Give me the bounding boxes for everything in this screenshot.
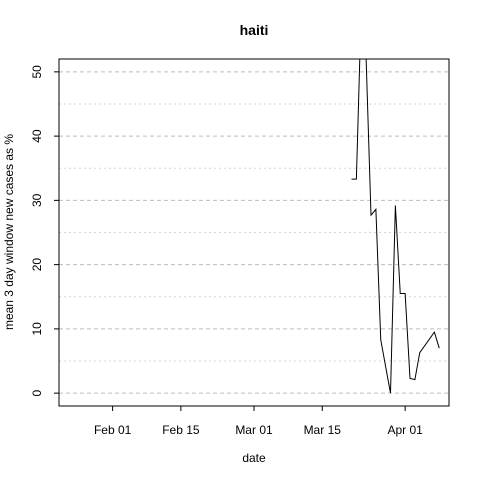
y-axis: 0 10 20 30 40 50 xyxy=(30,65,59,396)
x-tick-label: Mar 01 xyxy=(235,423,273,437)
y-axis-title: mean 3 day window new cases as % xyxy=(2,134,16,330)
series-group xyxy=(351,59,440,394)
y-tick-label: 10 xyxy=(30,322,44,336)
grid-lines xyxy=(59,71,449,394)
series-line xyxy=(351,59,440,394)
x-tick-label: Mar 15 xyxy=(304,423,342,437)
y-tick-label: 30 xyxy=(30,193,44,207)
y-tick-label: 20 xyxy=(30,258,44,272)
y-tick-label: 40 xyxy=(30,129,44,143)
x-axis-title: date xyxy=(242,451,266,465)
x-tick-label: Feb 01 xyxy=(94,423,132,437)
x-axis: Feb 01 Feb 15 Mar 01 Mar 15 Apr 01 xyxy=(94,406,423,437)
x-tick-label: Feb 15 xyxy=(162,423,200,437)
y-tick-label: 0 xyxy=(30,389,44,396)
chart-title: haiti xyxy=(240,22,269,38)
x-tick-label: Apr 01 xyxy=(387,423,423,437)
y-tick-label: 50 xyxy=(30,65,44,79)
